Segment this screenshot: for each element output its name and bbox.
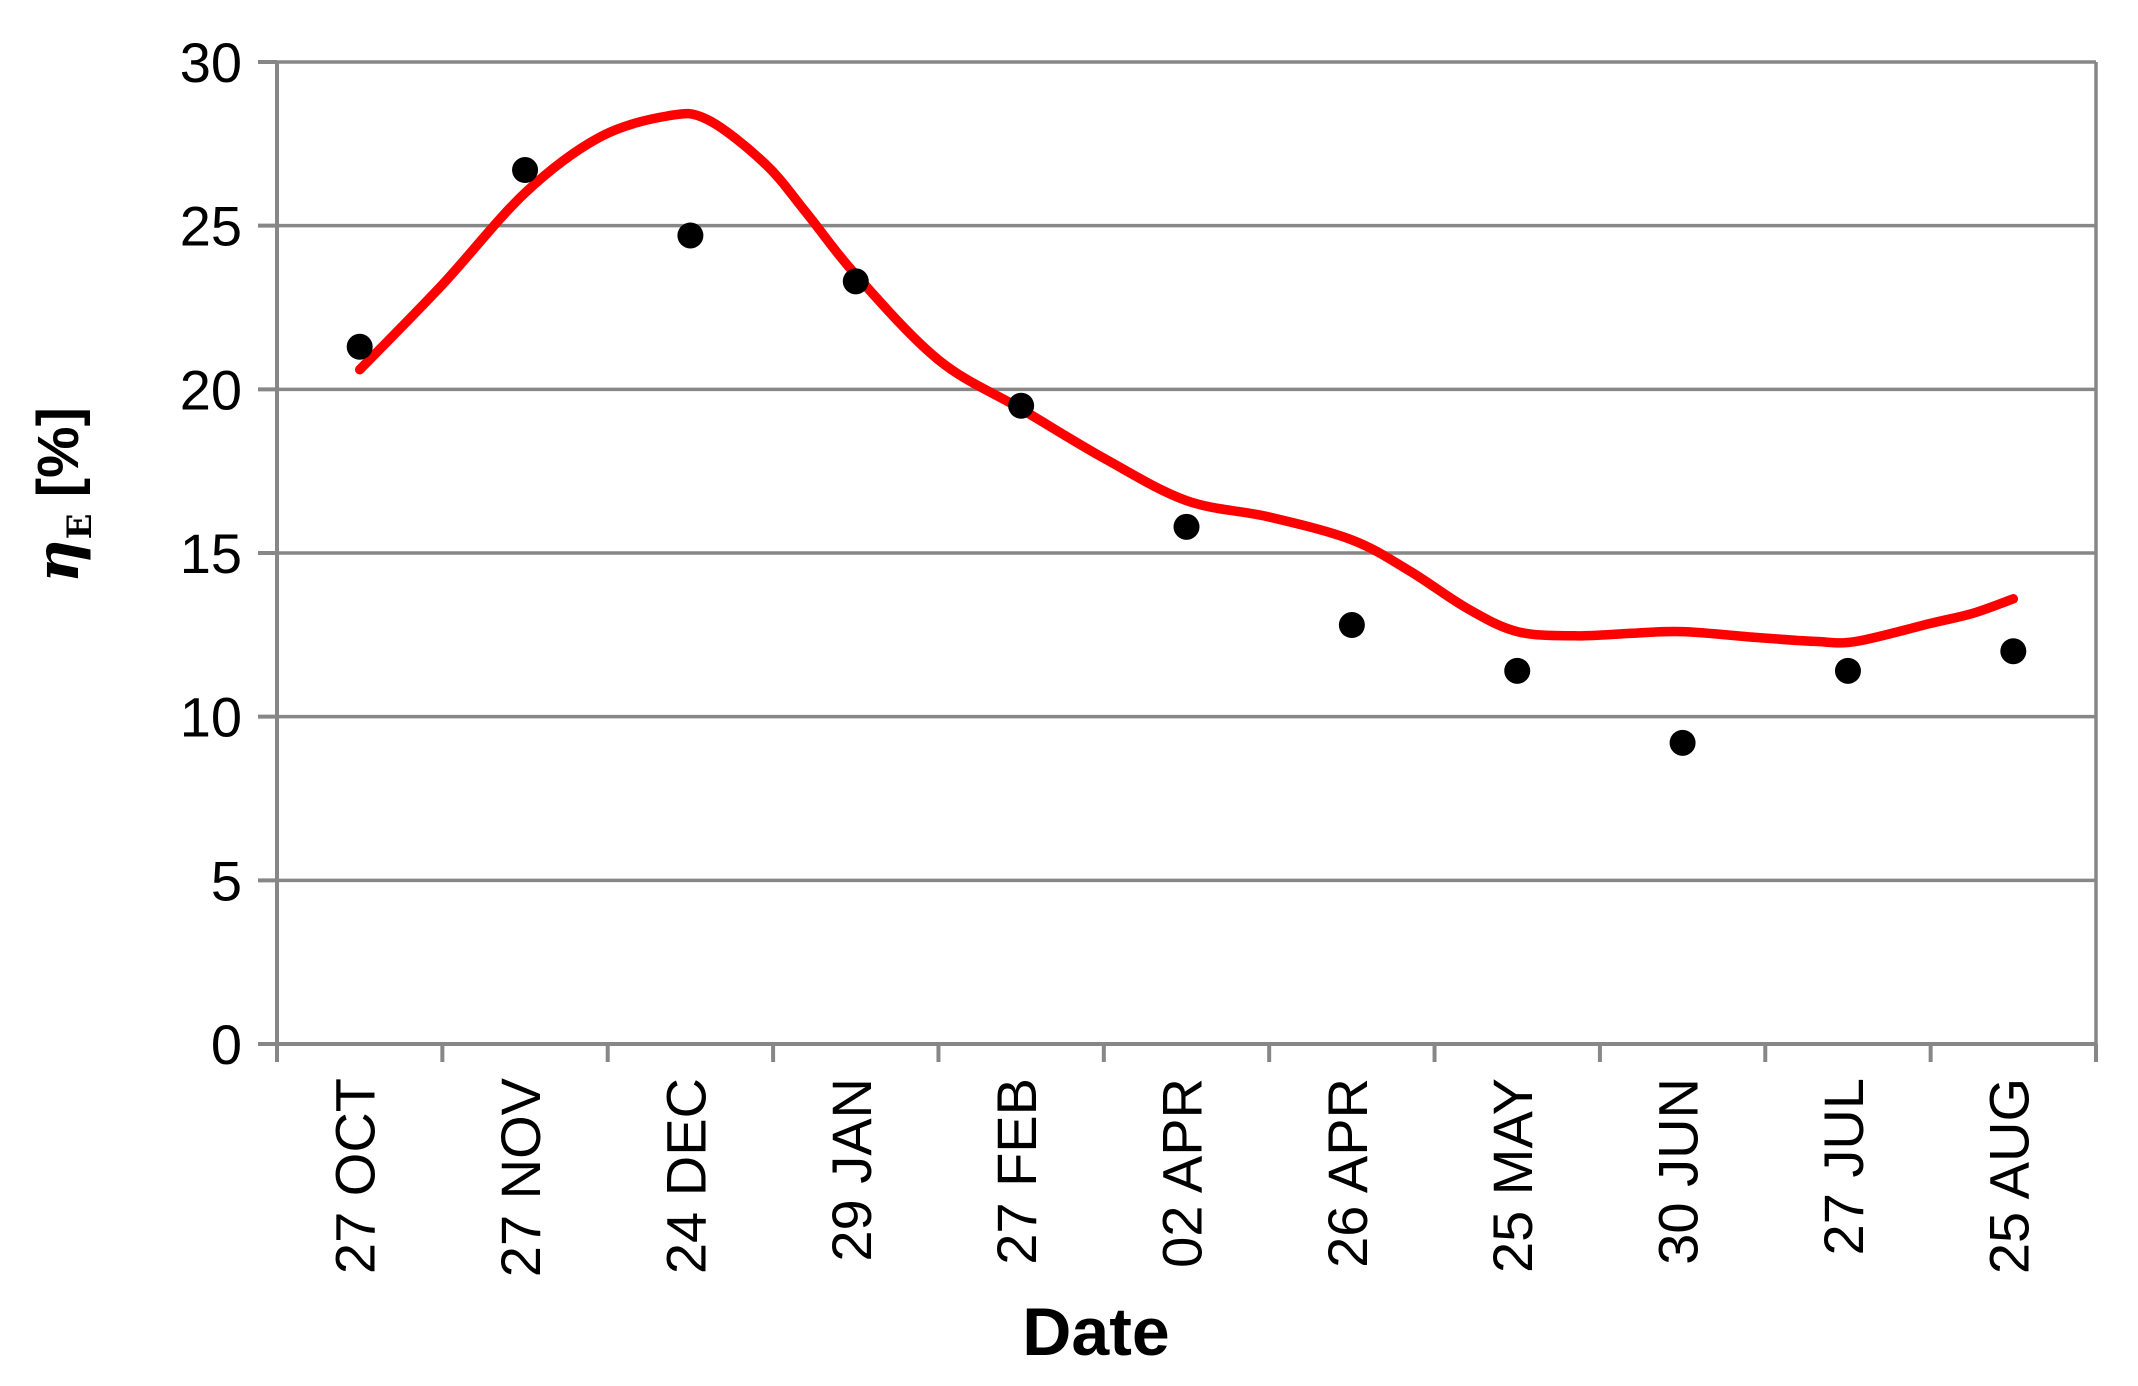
tick-marks	[258, 60, 2098, 1062]
x-tick-label: 26 APR	[1316, 1078, 1379, 1268]
data-point	[1834, 657, 1861, 684]
y-axis-title-eta: η	[23, 539, 93, 583]
x-tick-label: 27 NOV	[489, 1077, 552, 1277]
y-tick-label: 15	[180, 522, 242, 585]
y-tick-label: 0	[211, 1013, 242, 1076]
data-point	[842, 268, 869, 295]
y-tick-label: 10	[180, 686, 242, 749]
x-tick-label: 02 APR	[1151, 1078, 1214, 1268]
x-tick-label: 27 JUL	[1812, 1078, 1875, 1255]
data-points-group	[346, 157, 2027, 756]
x-tick-label: 25 MAY	[1481, 1078, 1544, 1273]
x-tick-label: 25 AUG	[1977, 1078, 2040, 1274]
data-point	[1173, 513, 1200, 540]
y-tick-label: 25	[180, 195, 242, 258]
x-axis-tick-labels: 27 OCT 27 NOV 24 DEC 29 JAN 27 FEB 02 APR 26 A…	[324, 1077, 2041, 1277]
x-tick-label: 30 JUN	[1647, 1078, 1710, 1265]
data-point	[1669, 729, 1696, 756]
y-tick-label: 20	[180, 358, 242, 421]
x-axis-title: Date	[1022, 1294, 1169, 1370]
trend-line	[354, 108, 2019, 648]
data-point	[1008, 392, 1035, 419]
data-point	[346, 333, 373, 360]
data-point	[1338, 612, 1365, 639]
data-point	[512, 157, 539, 184]
x-tick-label: 27 OCT	[324, 1078, 387, 1274]
x-tick-label: 27 FEB	[985, 1078, 1048, 1265]
gridlines	[277, 60, 2098, 1044]
y-axis-title-unit: [%]	[26, 407, 91, 513]
trend-line-group	[354, 108, 2019, 648]
data-point	[1504, 657, 1531, 684]
y-tick-label: 5	[211, 849, 242, 912]
y-axis-tick-labels: 0 5 10 15 20 25 30	[180, 31, 242, 1076]
x-tick-label: 29 JAN	[820, 1078, 883, 1262]
x-tick-label: 24 DEC	[654, 1078, 717, 1274]
y-tick-label: 30	[180, 31, 242, 94]
data-point	[2000, 638, 2027, 665]
data-point	[677, 222, 704, 249]
y-axis-title: ηE [%]	[23, 407, 100, 583]
y-axis-title-subscript: E	[60, 513, 100, 539]
